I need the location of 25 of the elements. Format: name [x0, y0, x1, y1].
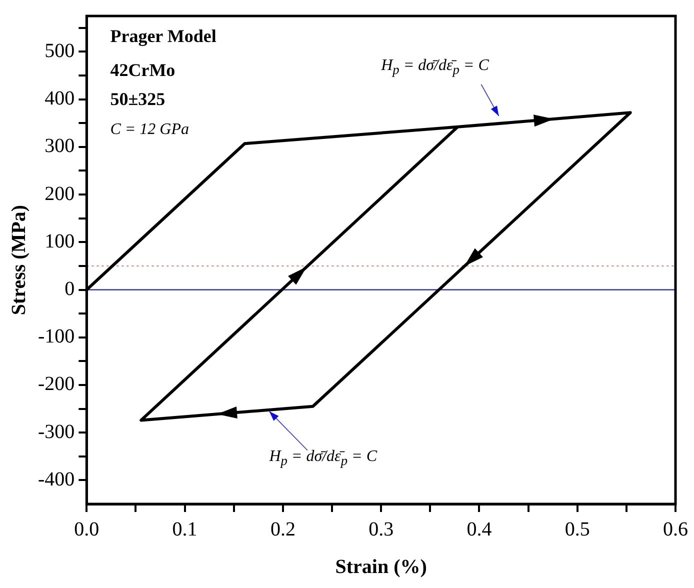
y-tick-label: -400 [38, 468, 75, 490]
y-tick-label: -200 [38, 373, 75, 396]
y-tick-label: 300 [44, 135, 75, 158]
x-tick-label: 0.3 [368, 518, 394, 540]
annotation: 50±325 [110, 89, 166, 110]
y-tick-label: -100 [38, 326, 75, 348]
y-tick-label: 200 [44, 182, 75, 205]
annotation: H$_{p}$ = dσ̄/dε̄$_{p}$ = C [381, 57, 489, 79]
annotation: C = 12 GPa [110, 120, 189, 139]
y-axis-title: Stress (MPa) [8, 204, 30, 316]
x-axis-title: Strain (%) [335, 556, 427, 578]
x-tick-label: 0.2 [270, 518, 296, 540]
x-tick-label: 0.1 [172, 518, 198, 540]
annotation: H$_{p}$ = dσ̄/dε̄$_{p}$ = C [269, 448, 377, 470]
y-tick-label: 400 [44, 88, 75, 110]
x-tick-label: 0.6 [663, 518, 688, 540]
x-tick-label: 0.0 [74, 518, 100, 540]
y-tick-label: 100 [44, 230, 75, 252]
x-tick-label: 0.5 [564, 518, 590, 540]
annotation: Prager Model [110, 26, 216, 47]
annotation: 42CrMo [110, 60, 176, 81]
x-tick-label: 0.4 [466, 518, 492, 540]
y-tick-label: 0 [64, 278, 75, 300]
y-tick-label: -300 [38, 420, 75, 443]
y-tick-label: 500 [44, 40, 75, 62]
